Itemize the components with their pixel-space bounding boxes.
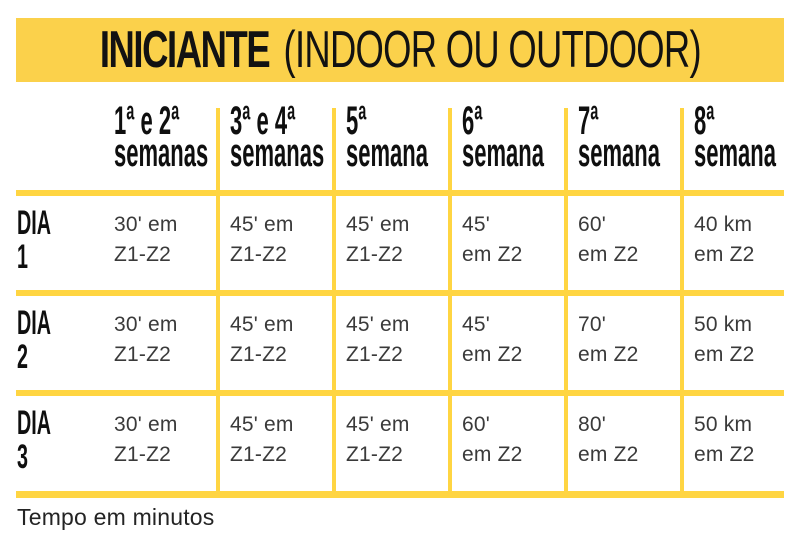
workout-value: 45' em Z2 [462, 213, 523, 266]
workout-value: 45' em Z1-Z2 [230, 313, 294, 366]
column-divider [332, 108, 336, 492]
table-cell-day1-week7: 60' em Z2 [566, 190, 682, 290]
column-header-weeks-3-4: 3ª e 4ª semanas [218, 100, 334, 190]
workout-value: 60' em Z2 [462, 413, 523, 466]
table-cell-day1-week6: 45' em Z2 [450, 190, 566, 290]
workout-value: 45' em Z1-Z2 [346, 313, 410, 366]
workout-value: 45' em Z1-Z2 [346, 213, 410, 266]
table-corner-cell [16, 100, 102, 190]
page-title: INICIANTE (INDOOR OU OUTDOOR) [99, 21, 701, 79]
row-label: DIA 1 [17, 204, 51, 276]
column-header-label: 8ª semana [694, 99, 776, 175]
table-bottom-rule [16, 491, 784, 498]
workout-value: 45' em Z1-Z2 [230, 413, 294, 466]
page-title-mode: (INDOOR OU OUTDOOR) [283, 21, 701, 79]
table-cell-day1-week8: 40 km em Z2 [682, 190, 784, 290]
workout-value: 50 km em Z2 [694, 313, 755, 366]
column-header-week-5: 5ª semana [334, 100, 450, 190]
table-cell-day1-weeks1-2: 30' em Z1-Z2 [102, 190, 218, 290]
row-divider [16, 390, 784, 396]
table-cell-day1-week5: 45' em Z1-Z2 [334, 190, 450, 290]
table-cell-day2-weeks1-2: 30' em Z1-Z2 [102, 290, 218, 390]
row-label: DIA 3 [17, 404, 51, 476]
column-header-week-8: 8ª semana [682, 100, 784, 190]
table-cell-day3-week5: 45' em Z1-Z2 [334, 390, 450, 490]
row-divider [16, 190, 784, 196]
table-cell-day3-week7: 80' em Z2 [566, 390, 682, 490]
column-header-weeks-1-2: 1ª e 2ª semanas [102, 100, 218, 190]
row-label-day-3: DIA 3 [16, 390, 102, 490]
row-label-day-1: DIA 1 [16, 190, 102, 290]
workout-value: 60' em Z2 [578, 213, 639, 266]
column-divider [448, 108, 452, 492]
page-title-level: INICIANTE [99, 21, 270, 79]
table-cell-day2-weeks3-4: 45' em Z1-Z2 [218, 290, 334, 390]
workout-value: 45' em Z1-Z2 [346, 413, 410, 466]
column-header-label: 6ª semana [462, 99, 544, 175]
column-header-label: 7ª semana [578, 99, 660, 175]
row-label: DIA 2 [17, 304, 51, 376]
table-cell-day3-week8: 50 km em Z2 [682, 390, 784, 490]
table-cell-day2-week8: 50 km em Z2 [682, 290, 784, 390]
workout-value: 30' em Z1-Z2 [114, 413, 178, 466]
column-divider [564, 108, 568, 492]
column-header-label: 5ª semana [346, 99, 428, 175]
training-table-grid: 1ª e 2ª semanas 3ª e 4ª semanas 5ª seman… [16, 100, 784, 490]
workout-value: 70' em Z2 [578, 313, 639, 366]
column-header-week-7: 7ª semana [566, 100, 682, 190]
column-divider [216, 108, 220, 492]
workout-value: 80' em Z2 [578, 413, 639, 466]
workout-value: 45' em Z1-Z2 [230, 213, 294, 266]
table-cell-day3-week6: 60' em Z2 [450, 390, 566, 490]
workout-value: 30' em Z1-Z2 [114, 313, 178, 366]
table-cell-day2-week7: 70' em Z2 [566, 290, 682, 390]
column-header-label: 1ª e 2ª semanas [114, 99, 209, 175]
workout-value: 45' em Z2 [462, 313, 523, 366]
title-banner: INICIANTE (INDOOR OU OUTDOOR) [16, 18, 784, 82]
row-label-day-2: DIA 2 [16, 290, 102, 390]
footnote: Tempo em minutos [17, 504, 215, 530]
table-cell-day3-weeks1-2: 30' em Z1-Z2 [102, 390, 218, 490]
column-header-label: 3ª e 4ª semanas [230, 99, 325, 175]
table-cell-day2-week5: 45' em Z1-Z2 [334, 290, 450, 390]
training-table: 1ª e 2ª semanas 3ª e 4ª semanas 5ª seman… [16, 100, 784, 498]
table-cell-day2-week6: 45' em Z2 [450, 290, 566, 390]
table-cell-day1-weeks3-4: 45' em Z1-Z2 [218, 190, 334, 290]
workout-value: 30' em Z1-Z2 [114, 213, 178, 266]
workout-value: 50 km em Z2 [694, 413, 755, 466]
column-divider [680, 108, 684, 492]
workout-value: 40 km em Z2 [694, 213, 755, 266]
row-divider [16, 290, 784, 296]
table-cell-day3-weeks3-4: 45' em Z1-Z2 [218, 390, 334, 490]
column-header-week-6: 6ª semana [450, 100, 566, 190]
